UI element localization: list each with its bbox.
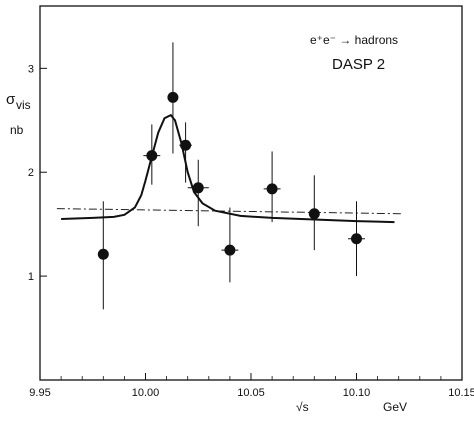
resonance-fit-curve bbox=[61, 113, 395, 224]
data-marker bbox=[351, 233, 362, 245]
y-tick-label: 2 bbox=[28, 167, 34, 179]
data-marker bbox=[97, 248, 109, 260]
continuum-baseline bbox=[56, 208, 403, 215]
x-tick-label: 9.95 bbox=[29, 387, 50, 399]
baseline-line bbox=[56, 208, 403, 215]
data-marker bbox=[180, 139, 192, 151]
data-marker bbox=[308, 208, 320, 220]
y-axis-label-subscript: vis bbox=[16, 98, 31, 112]
x-tick-label: 10.05 bbox=[237, 387, 265, 399]
data-point bbox=[187, 159, 209, 227]
y-tick-label: 1 bbox=[28, 271, 34, 283]
plot-frame bbox=[39, 5, 463, 381]
reaction-label: e⁺e⁻ → hadrons bbox=[310, 33, 398, 47]
chart-title: DASP 2 bbox=[332, 56, 385, 73]
data-point bbox=[143, 124, 161, 185]
y-axis-unit: nb bbox=[10, 123, 24, 137]
data-point bbox=[179, 122, 192, 183]
data-point bbox=[221, 207, 239, 283]
data-point bbox=[308, 175, 320, 251]
data-marker bbox=[146, 150, 158, 162]
x-axis-label: √s bbox=[296, 400, 309, 414]
data-point bbox=[167, 42, 179, 154]
fit-curve-path bbox=[61, 113, 395, 224]
x-tick-label: 10.15 bbox=[448, 387, 474, 399]
x-axis-unit: GeV bbox=[383, 400, 407, 414]
data-point bbox=[348, 201, 365, 277]
x-tick-label: 10.10 bbox=[343, 387, 371, 399]
data-marker bbox=[266, 183, 278, 195]
data-marker bbox=[192, 182, 204, 194]
data-point bbox=[97, 201, 109, 310]
data-marker bbox=[167, 91, 179, 103]
data-points bbox=[97, 42, 365, 310]
y-axis-label-symbol: σ bbox=[6, 91, 16, 108]
plot-border bbox=[39, 5, 463, 381]
data-point bbox=[263, 151, 281, 223]
data-marker bbox=[224, 244, 236, 256]
y-axis-ticks: 1 2 3 bbox=[28, 63, 47, 283]
x-tick-label: 10.00 bbox=[132, 387, 160, 399]
y-tick-label: 3 bbox=[28, 63, 34, 75]
x-axis-ticks: 9.95 10.00 10.05 10.10 10.15 bbox=[29, 373, 474, 399]
